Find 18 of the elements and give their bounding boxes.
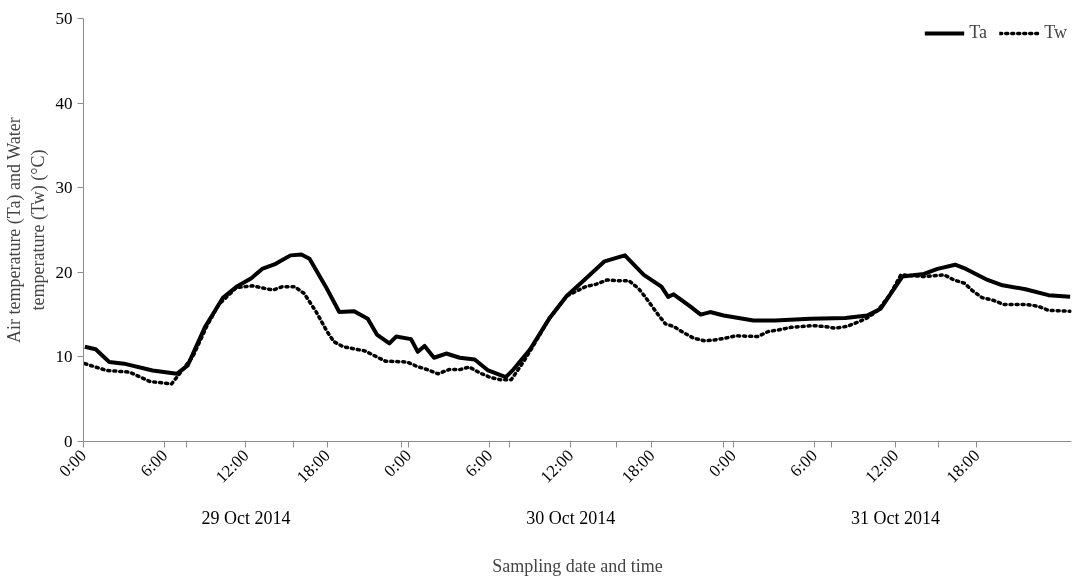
x-tick-label: 0:00	[705, 445, 740, 481]
y-tick-label: 30	[55, 178, 73, 198]
y-axis-title: Air temperature (Ta) and Water temperature (Tw) (°C)	[3, 117, 49, 344]
text: 29 Oct 2014	[201, 507, 291, 528]
text: 30 Oct 2014	[526, 507, 616, 528]
x-tick-label: 6:00	[136, 445, 172, 481]
y-tick-label: 10	[55, 347, 73, 367]
x-tick-label: 6:00	[461, 445, 497, 481]
legend-label: Tw	[1044, 22, 1067, 43]
y-tick-label: 40	[55, 93, 73, 113]
y-tick-label: 50	[55, 9, 73, 28]
y-tick-label: 0	[64, 432, 73, 451]
x-tick-label: 6:00	[786, 445, 822, 481]
x-axis-title: Sampling date and time	[492, 555, 663, 576]
x-tick-label: 0:00	[380, 445, 416, 481]
text: 31 Oct 2014	[851, 507, 941, 528]
legend-label: Ta	[969, 22, 988, 43]
y-tick-label: 20	[55, 262, 73, 282]
